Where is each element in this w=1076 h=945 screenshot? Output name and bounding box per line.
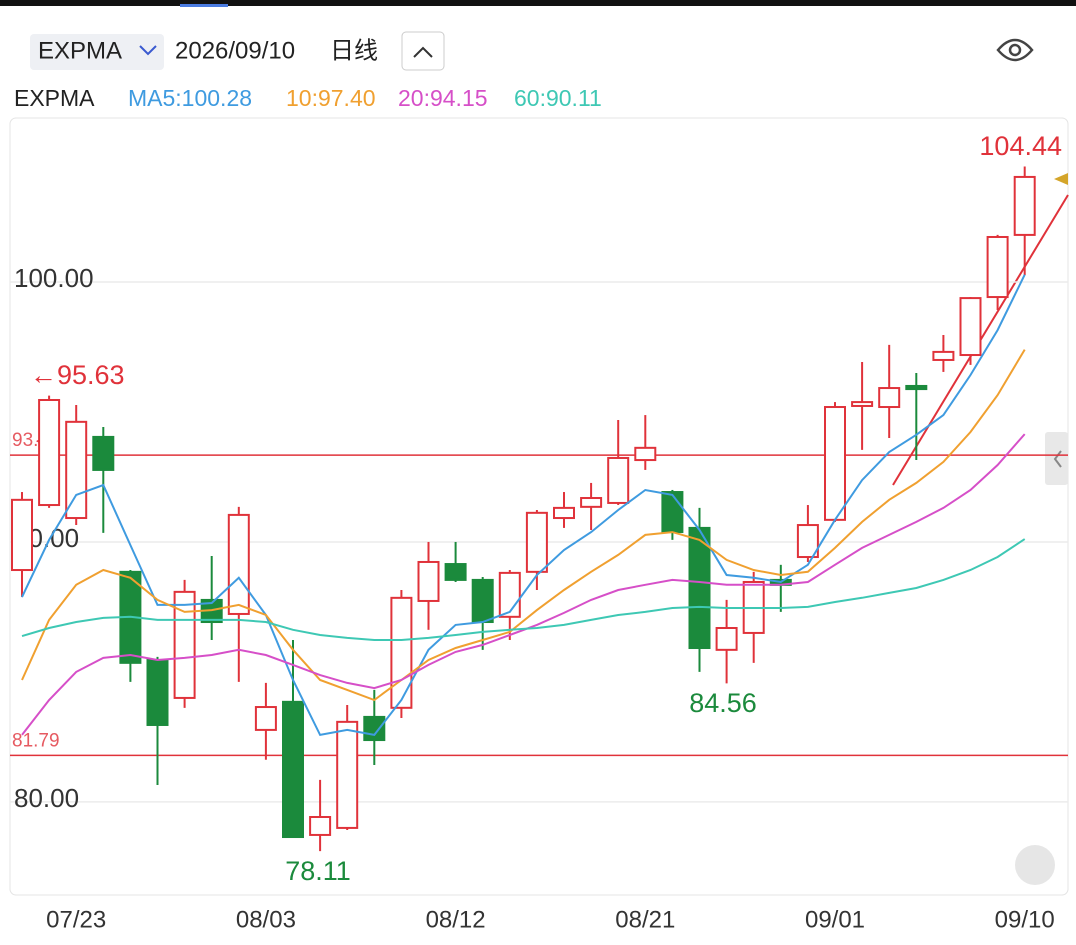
side-tab-icon (1053, 450, 1062, 468)
ma-line (21, 274, 1026, 737)
x-tick-label: 08/21 (615, 906, 675, 933)
candle-body (715, 627, 738, 651)
eye-outline (996, 38, 1034, 62)
date: 2026/09/10 (175, 37, 295, 64)
reference-label: 81.79 (12, 730, 60, 751)
candle-body (688, 526, 711, 650)
candle-body (363, 715, 386, 742)
x-tick-label: 07/23 (46, 906, 106, 933)
candle-body (254, 706, 277, 731)
y-tick-label: 80.00 (14, 783, 79, 813)
candle-body (1013, 175, 1036, 236)
candle-body (796, 524, 819, 559)
candle-body (607, 456, 630, 504)
x-tick-label: 09/10 (995, 906, 1055, 933)
candle-body (282, 700, 304, 839)
price-annotation: 78.11 (285, 856, 351, 886)
tab-indicator (180, 4, 228, 7)
candle-body (309, 816, 332, 836)
candle-body (444, 563, 467, 581)
candle-body (986, 235, 1009, 299)
legend-title: EXPMA (14, 85, 95, 111)
candle-body (580, 497, 603, 508)
legend-entry: 10:97.40 (286, 85, 376, 111)
ma-line (21, 349, 1026, 702)
last-price-marker (1054, 173, 1068, 185)
candle-body (417, 560, 440, 602)
fullscreen-button[interactable] (1015, 845, 1055, 885)
price-annotation: 104.44 (979, 131, 1062, 161)
indicator-dropdown[interactable] (30, 34, 164, 70)
x-tick-label: 09/01 (805, 906, 865, 933)
plot-frame (9, 117, 1069, 896)
candle-body (65, 420, 88, 520)
candle-body (92, 435, 115, 471)
candle-body (824, 406, 846, 521)
candle-body (661, 491, 684, 534)
collapse-button[interactable] (401, 31, 445, 71)
eye-pupil (1008, 43, 1022, 57)
candle-body (471, 578, 494, 624)
candle-body (878, 387, 901, 409)
candle-body (11, 498, 33, 572)
candle-body (959, 297, 982, 357)
dropdown-caret (139, 45, 157, 56)
status-bar (0, 0, 1076, 6)
legend-entry: MA5:100.28 (128, 85, 252, 111)
legend-entry: 60:90.11 (514, 85, 602, 111)
candle-body (932, 350, 955, 361)
indicator-name: EXPMA (38, 37, 122, 64)
collapse-icon (413, 46, 433, 58)
candle-body (38, 398, 61, 507)
candle-body (336, 720, 359, 829)
candle-body (553, 506, 575, 520)
price-annotation: 84.56 (689, 688, 757, 718)
candle-body (173, 590, 196, 699)
candle-body (146, 658, 169, 726)
x-tick-label: 08/03 (236, 906, 296, 933)
y-tick-label: 100.00 (14, 263, 94, 293)
candle-body (905, 384, 928, 391)
x-tick-label: 08/12 (426, 906, 486, 933)
candle-body (390, 596, 413, 709)
eye-button[interactable] (996, 38, 1034, 62)
candle-body (227, 513, 250, 615)
period: 日线 (330, 37, 378, 64)
ma-line (21, 433, 1026, 736)
candle-body (525, 511, 548, 573)
ma-line (21, 538, 1026, 641)
legend-entry: 20:94.15 (398, 85, 488, 111)
price-annotation: ←95.63 (30, 360, 125, 390)
candle-body (634, 446, 657, 462)
candle-body (851, 401, 874, 407)
